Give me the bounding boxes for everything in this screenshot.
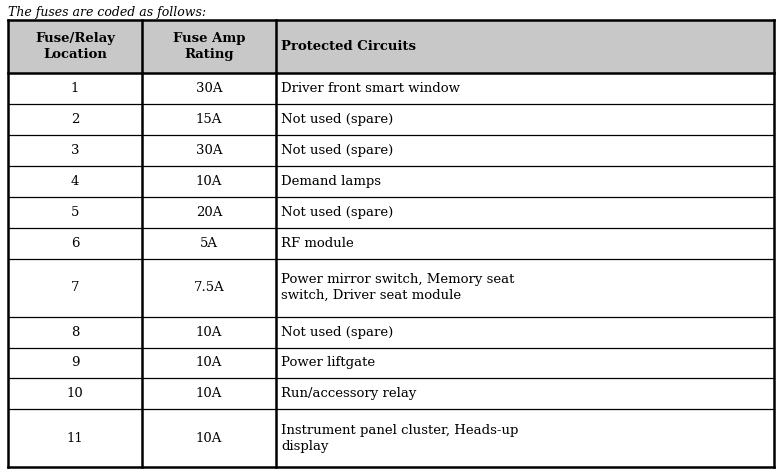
Bar — [142, 104, 276, 135]
Bar — [142, 135, 276, 166]
Text: Run/accessory relay: Run/accessory relay — [281, 388, 417, 400]
Text: 15A: 15A — [196, 113, 222, 126]
Bar — [276, 197, 774, 228]
Bar — [8, 73, 142, 104]
Text: Instrument panel cluster, Heads-up
display: Instrument panel cluster, Heads-up displ… — [281, 424, 518, 453]
Bar — [8, 228, 142, 259]
Text: 10A: 10A — [196, 175, 222, 188]
Text: The fuses are coded as follows:: The fuses are coded as follows: — [8, 6, 206, 19]
Text: 11: 11 — [66, 432, 84, 445]
Bar — [276, 317, 774, 347]
Text: Not used (spare): Not used (spare) — [281, 326, 393, 338]
Text: 2: 2 — [71, 113, 79, 126]
Text: 5A: 5A — [200, 237, 218, 250]
Text: Power mirror switch, Memory seat
switch, Driver seat module: Power mirror switch, Memory seat switch,… — [281, 273, 515, 302]
Text: Not used (spare): Not used (spare) — [281, 206, 393, 219]
Bar — [142, 166, 276, 197]
Bar — [142, 197, 276, 228]
Bar — [276, 259, 774, 317]
Bar — [142, 228, 276, 259]
Bar — [276, 104, 774, 135]
Text: Driver front smart window: Driver front smart window — [281, 82, 460, 95]
Text: 7.5A: 7.5A — [194, 281, 224, 294]
Bar — [276, 135, 774, 166]
Bar — [142, 259, 276, 317]
Text: 5: 5 — [71, 206, 79, 219]
Text: Fuse Amp
Rating: Fuse Amp Rating — [173, 32, 246, 61]
Bar — [276, 228, 774, 259]
Text: 3: 3 — [71, 144, 79, 157]
Text: Not used (spare): Not used (spare) — [281, 144, 393, 157]
Text: 7: 7 — [71, 281, 79, 294]
Bar — [8, 135, 142, 166]
Text: Fuse/Relay
Location: Fuse/Relay Location — [35, 32, 115, 61]
Bar — [8, 197, 142, 228]
Bar — [142, 347, 276, 379]
Bar — [8, 20, 142, 73]
Bar — [142, 20, 276, 73]
Bar — [276, 73, 774, 104]
Bar — [8, 259, 142, 317]
Bar — [276, 410, 774, 467]
Text: 10A: 10A — [196, 356, 222, 370]
Text: 1: 1 — [71, 82, 79, 95]
Text: 4: 4 — [71, 175, 79, 188]
Text: 6: 6 — [71, 237, 79, 250]
Text: 8: 8 — [71, 326, 79, 338]
Text: RF module: RF module — [281, 237, 353, 250]
Text: 10A: 10A — [196, 326, 222, 338]
Text: 30A: 30A — [196, 144, 222, 157]
Text: 9: 9 — [71, 356, 79, 370]
Text: 20A: 20A — [196, 206, 222, 219]
Bar — [8, 379, 142, 410]
Bar — [8, 104, 142, 135]
Bar — [8, 166, 142, 197]
Text: Protected Circuits: Protected Circuits — [281, 40, 416, 53]
Bar — [142, 410, 276, 467]
Text: 10: 10 — [66, 388, 84, 400]
Bar — [276, 347, 774, 379]
Bar — [142, 73, 276, 104]
Bar — [276, 379, 774, 410]
Bar — [8, 347, 142, 379]
Bar — [8, 410, 142, 467]
Text: 30A: 30A — [196, 82, 222, 95]
Bar — [276, 20, 774, 73]
Bar — [276, 166, 774, 197]
Text: Power liftgate: Power liftgate — [281, 356, 375, 370]
Text: 10A: 10A — [196, 388, 222, 400]
Text: Demand lamps: Demand lamps — [281, 175, 381, 188]
Text: 10A: 10A — [196, 432, 222, 445]
Bar — [8, 317, 142, 347]
Text: Not used (spare): Not used (spare) — [281, 113, 393, 126]
Bar — [142, 379, 276, 410]
Bar — [142, 317, 276, 347]
